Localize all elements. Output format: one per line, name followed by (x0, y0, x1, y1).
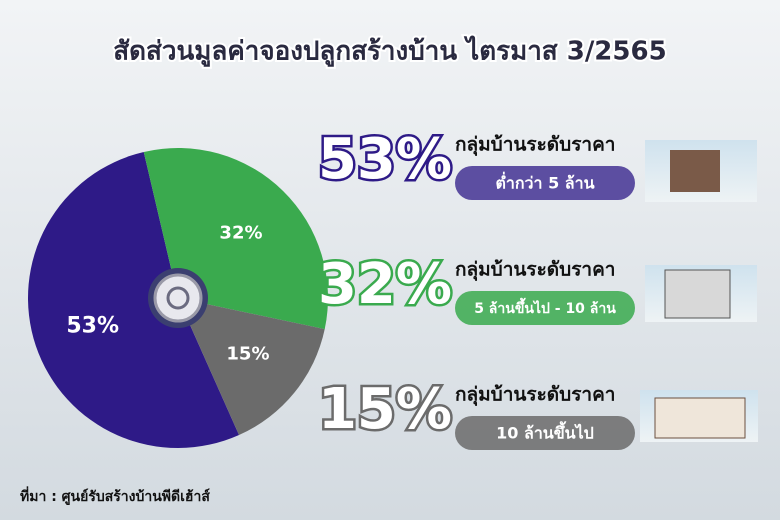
price-range: 10 ล้านขึ้นไป (496, 421, 594, 443)
group-label: กลุ่มบ้านระดับราคา (455, 384, 615, 407)
price-range: 5 ล้านขึ้นไป - 10 ล้าน (474, 297, 616, 317)
slice-label: 53% (66, 314, 119, 339)
center-disc (153, 273, 203, 323)
percent-label: 15% (318, 377, 452, 442)
percent-label: 32% (318, 252, 452, 317)
group-label: กลุ่มบ้านระดับราคา (455, 259, 615, 282)
house-image (670, 150, 720, 192)
house-images (640, 140, 758, 442)
price-pill (455, 416, 635, 450)
pie-slice (178, 298, 325, 436)
group-label: กลุ่มบ้านระดับราคา (455, 134, 615, 157)
slice-label: 15% (226, 344, 269, 365)
percent-label: 53% (318, 127, 452, 192)
pie-slice (28, 151, 240, 448)
house-image (664, 269, 731, 319)
price-pill (455, 291, 635, 325)
slice-label: 32% (219, 223, 262, 244)
price-pill (455, 166, 635, 200)
center-icon (166, 286, 190, 310)
title: สัดส่วนมูลค่าจองปลูกสร้างบ้าน ไตรมาส 3/2… (113, 35, 666, 68)
price-range: ต่ำกว่า 5 ล้าน (495, 172, 594, 193)
source: ที่มา : ศูนย์รับสร้างบ้านพีดีเฮ้าส์ (20, 486, 210, 505)
house-image (654, 397, 746, 439)
